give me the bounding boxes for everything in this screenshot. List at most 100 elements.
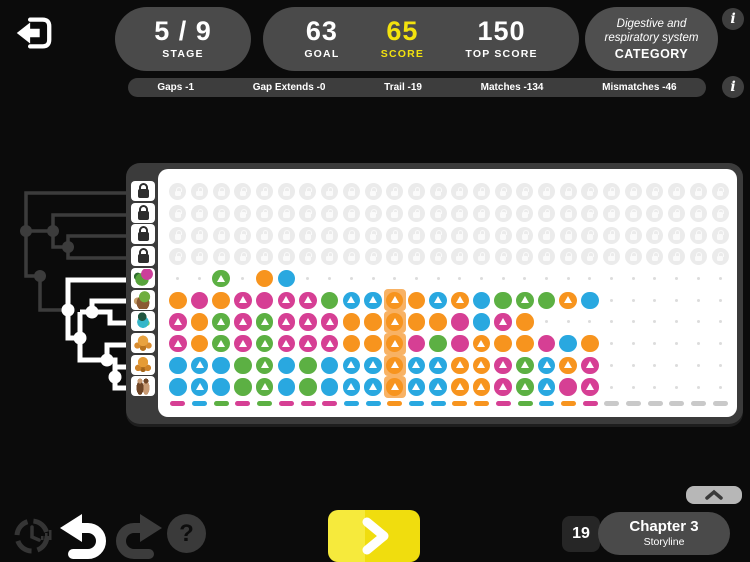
tile-cell[interactable] [427, 376, 449, 398]
tile-cell[interactable] [297, 333, 319, 355]
tile-cell[interactable] [557, 289, 579, 311]
empty-grid-cell[interactable] [232, 268, 254, 290]
history-button[interactable] [10, 512, 56, 558]
empty-grid-cell[interactable] [666, 289, 688, 311]
empty-grid-cell[interactable] [471, 268, 493, 290]
tile-cell[interactable] [232, 289, 254, 311]
empty-grid-cell[interactable] [622, 376, 644, 398]
tile-cell[interactable] [319, 355, 341, 377]
tile-cell[interactable] [210, 289, 232, 311]
tile-cell[interactable] [319, 311, 341, 333]
tile-cell[interactable] [427, 355, 449, 377]
tile-cell[interactable] [210, 376, 232, 398]
species-cell[interactable] [131, 289, 155, 310]
empty-grid-cell[interactable] [688, 333, 710, 355]
tile-cell[interactable] [492, 355, 514, 377]
empty-grid-cell[interactable] [688, 268, 710, 290]
empty-grid-cell[interactable] [709, 376, 731, 398]
tile-cell[interactable] [471, 376, 493, 398]
tile-cell[interactable] [536, 333, 558, 355]
empty-grid-cell[interactable] [688, 311, 710, 333]
empty-grid-cell[interactable] [601, 311, 623, 333]
empty-grid-cell[interactable] [601, 268, 623, 290]
empty-grid-cell[interactable] [622, 268, 644, 290]
undo-button[interactable] [58, 508, 110, 562]
tile-cell[interactable] [362, 311, 384, 333]
tile-cell[interactable] [210, 311, 232, 333]
tile-cell[interactable] [167, 376, 189, 398]
tile-cell[interactable] [319, 289, 341, 311]
empty-grid-cell[interactable] [601, 376, 623, 398]
tile-cell[interactable] [232, 376, 254, 398]
empty-grid-cell[interactable] [709, 268, 731, 290]
tile-cell[interactable] [406, 333, 428, 355]
empty-grid-cell[interactable] [688, 376, 710, 398]
tile-cell[interactable] [167, 289, 189, 311]
tile-cell[interactable] [232, 311, 254, 333]
tile-cell[interactable] [514, 289, 536, 311]
chapter-button[interactable]: Chapter 3 Storyline [598, 512, 730, 555]
empty-grid-cell[interactable] [709, 289, 731, 311]
tile-cell[interactable] [210, 268, 232, 290]
info-icon[interactable]: i [722, 8, 744, 30]
empty-grid-cell[interactable] [644, 333, 666, 355]
collapse-panel-button[interactable] [686, 486, 742, 504]
tile-cell[interactable] [427, 333, 449, 355]
tile-cell[interactable] [254, 376, 276, 398]
species-cell[interactable] [131, 354, 155, 375]
tile-cell[interactable] [471, 311, 493, 333]
empty-grid-cell[interactable] [709, 355, 731, 377]
tile-cell[interactable] [167, 333, 189, 355]
tile-cell[interactable] [383, 354, 406, 377]
tile-cell[interactable] [557, 355, 579, 377]
tile-cell[interactable] [471, 355, 493, 377]
empty-grid-cell[interactable] [384, 268, 406, 290]
tile-cell[interactable] [492, 376, 514, 398]
empty-grid-cell[interactable] [341, 268, 363, 290]
tile-cell[interactable] [427, 289, 449, 311]
empty-grid-cell[interactable] [644, 289, 666, 311]
empty-grid-cell[interactable] [709, 311, 731, 333]
tile-cell[interactable] [362, 376, 384, 398]
tile-cell[interactable] [471, 333, 493, 355]
empty-grid-cell[interactable] [644, 355, 666, 377]
empty-grid-cell[interactable] [406, 268, 428, 290]
empty-grid-cell[interactable] [666, 333, 688, 355]
empty-grid-cell[interactable] [709, 333, 731, 355]
tile-cell[interactable] [406, 376, 428, 398]
tile-cell[interactable] [189, 355, 211, 377]
species-cell[interactable] [131, 332, 155, 353]
tile-cell[interactable] [362, 333, 384, 355]
tile-cell[interactable] [189, 376, 211, 398]
tile-cell[interactable] [383, 289, 406, 312]
locked-row-cell[interactable] [131, 202, 155, 223]
empty-grid-cell[interactable] [601, 355, 623, 377]
tile-cell[interactable] [579, 376, 601, 398]
tile-cell[interactable] [406, 355, 428, 377]
empty-grid-cell[interactable] [362, 268, 384, 290]
tile-cell[interactable] [210, 333, 232, 355]
empty-grid-cell[interactable] [622, 355, 644, 377]
empty-grid-cell[interactable] [644, 311, 666, 333]
species-cell[interactable] [131, 267, 155, 288]
stats-info-icon[interactable]: i [722, 76, 744, 98]
empty-grid-cell[interactable] [557, 268, 579, 290]
tile-cell[interactable] [341, 376, 363, 398]
tile-cell[interactable] [189, 311, 211, 333]
empty-grid-cell[interactable] [601, 333, 623, 355]
empty-grid-cell[interactable] [427, 268, 449, 290]
tile-cell[interactable] [406, 289, 428, 311]
tile-cell[interactable] [275, 289, 297, 311]
tile-cell[interactable] [297, 289, 319, 311]
tile-cell[interactable] [492, 289, 514, 311]
empty-grid-cell[interactable] [579, 268, 601, 290]
tile-cell[interactable] [275, 333, 297, 355]
empty-grid-cell[interactable] [622, 289, 644, 311]
empty-grid-cell[interactable] [514, 268, 536, 290]
empty-grid-cell[interactable] [666, 311, 688, 333]
tile-cell[interactable] [254, 311, 276, 333]
empty-grid-cell[interactable] [688, 289, 710, 311]
tile-cell[interactable] [297, 311, 319, 333]
tile-cell[interactable] [232, 333, 254, 355]
empty-grid-cell[interactable] [622, 333, 644, 355]
